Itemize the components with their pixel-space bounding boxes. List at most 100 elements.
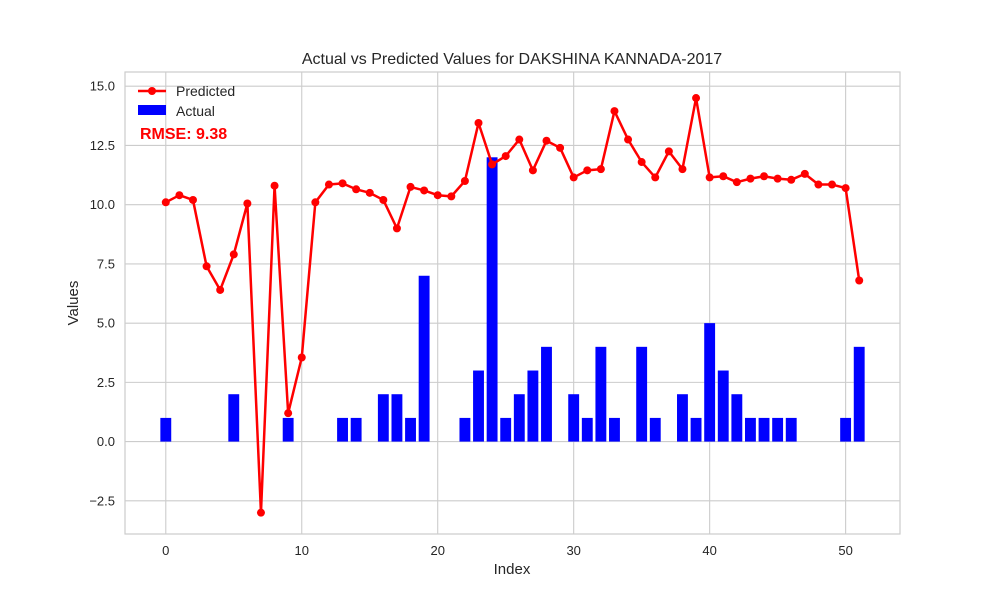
x-tick-label: 20 bbox=[430, 543, 444, 558]
predicted-point bbox=[352, 185, 361, 194]
predicted-point bbox=[270, 181, 279, 190]
actual-bar bbox=[377, 394, 389, 442]
x-tick-label: 50 bbox=[838, 543, 852, 558]
actual-bar bbox=[473, 370, 484, 442]
predicted-point bbox=[501, 152, 510, 161]
actual-bar bbox=[513, 394, 525, 442]
predicted-point bbox=[379, 195, 388, 204]
y-tick-label: 7.5 bbox=[97, 256, 115, 271]
actual-bars bbox=[160, 157, 865, 442]
predicted-point bbox=[719, 172, 728, 181]
actual-bar bbox=[595, 346, 607, 442]
predicted-point bbox=[583, 166, 592, 175]
actual-bar bbox=[418, 275, 430, 442]
predicted-point bbox=[324, 180, 333, 189]
predicted-point bbox=[447, 192, 456, 201]
predicted-point bbox=[338, 179, 347, 188]
y-tick-label: 15.0 bbox=[90, 79, 115, 94]
predicted-point bbox=[365, 188, 374, 197]
predicted-point bbox=[488, 160, 497, 169]
predicted-point bbox=[692, 94, 701, 103]
actual-bar bbox=[853, 346, 865, 442]
x-tick-label: 10 bbox=[295, 543, 309, 558]
x-ticks: 0 10 20 30 40 50 bbox=[162, 543, 853, 558]
y-tick-label: 0.0 bbox=[97, 434, 115, 449]
actual-bar bbox=[568, 394, 580, 442]
predicted-point bbox=[284, 409, 293, 418]
actual-bar bbox=[772, 417, 784, 442]
y-tick-label: 2.5 bbox=[97, 375, 115, 390]
predicted-point bbox=[311, 198, 320, 207]
actual-bar bbox=[486, 157, 498, 442]
actual-bar bbox=[717, 370, 729, 442]
predicted-point bbox=[678, 165, 687, 174]
predicted-point bbox=[705, 173, 714, 182]
actual-bar bbox=[337, 417, 348, 442]
actual-bar bbox=[282, 417, 294, 442]
predicted-point bbox=[202, 262, 211, 271]
y-tick-label: 5.0 bbox=[97, 316, 115, 331]
predicted-point bbox=[175, 191, 184, 200]
actual-bar bbox=[677, 394, 688, 442]
actual-bar bbox=[636, 346, 648, 442]
predicted-point bbox=[773, 174, 782, 183]
actual-bar bbox=[500, 417, 512, 442]
legend-predicted-marker bbox=[148, 87, 156, 95]
predicted-point bbox=[542, 136, 551, 145]
actual-bar bbox=[527, 370, 539, 442]
actual-bar bbox=[228, 394, 240, 442]
predicted-point bbox=[855, 276, 864, 285]
predicted-line-group bbox=[161, 94, 864, 517]
predicted-point bbox=[229, 250, 238, 259]
predicted-point bbox=[297, 353, 306, 362]
predicted-point bbox=[828, 180, 837, 189]
predicted-point bbox=[746, 174, 755, 183]
actual-bar bbox=[785, 417, 797, 442]
predicted-point bbox=[569, 173, 578, 182]
predicted-point bbox=[188, 195, 197, 204]
legend: Predicted Actual bbox=[138, 83, 235, 119]
predicted-point bbox=[243, 199, 252, 208]
predicted-point bbox=[420, 186, 429, 195]
actual-bar bbox=[745, 417, 756, 442]
predicted-point bbox=[637, 158, 646, 167]
legend-actual-label: Actual bbox=[176, 103, 215, 119]
actual-bar bbox=[609, 417, 620, 442]
x-axis-label: Index bbox=[494, 561, 531, 578]
predicted-point bbox=[515, 135, 524, 144]
predicted-point bbox=[460, 176, 469, 185]
predicted-point bbox=[216, 285, 225, 294]
actual-bar bbox=[840, 417, 852, 442]
rmse-annotation: RMSE: 9.38 bbox=[140, 126, 227, 143]
chart-title: Actual vs Predicted Values for DAKSHINA … bbox=[302, 51, 722, 68]
x-tick-label: 0 bbox=[162, 543, 169, 558]
y-tick-label: 10.0 bbox=[90, 197, 115, 212]
actual-bar bbox=[160, 417, 172, 442]
actual-bar bbox=[459, 417, 471, 442]
predicted-point bbox=[664, 147, 673, 156]
predicted-point bbox=[433, 191, 442, 200]
predicted-point bbox=[392, 224, 401, 233]
legend-predicted-label: Predicted bbox=[176, 83, 235, 99]
actual-bar bbox=[391, 394, 403, 442]
x-tick-label: 30 bbox=[566, 543, 580, 558]
predicted-point bbox=[610, 107, 619, 116]
predicted-point bbox=[787, 175, 796, 184]
actual-bar bbox=[704, 323, 716, 442]
actual-bar bbox=[731, 394, 743, 442]
predicted-point bbox=[256, 508, 265, 517]
actual-bar bbox=[581, 417, 593, 442]
legend-actual-swatch bbox=[138, 105, 166, 115]
predicted-line bbox=[165, 96, 861, 514]
predicted-point bbox=[556, 143, 565, 152]
actual-bar bbox=[350, 417, 362, 442]
actual-bar bbox=[649, 417, 661, 442]
predicted-point bbox=[841, 184, 850, 193]
plot-area bbox=[124, 71, 901, 535]
predicted-point bbox=[406, 182, 415, 191]
predicted-point bbox=[596, 165, 605, 174]
actual-bar bbox=[690, 417, 702, 442]
grid bbox=[125, 72, 900, 534]
predicted-point bbox=[651, 173, 660, 182]
